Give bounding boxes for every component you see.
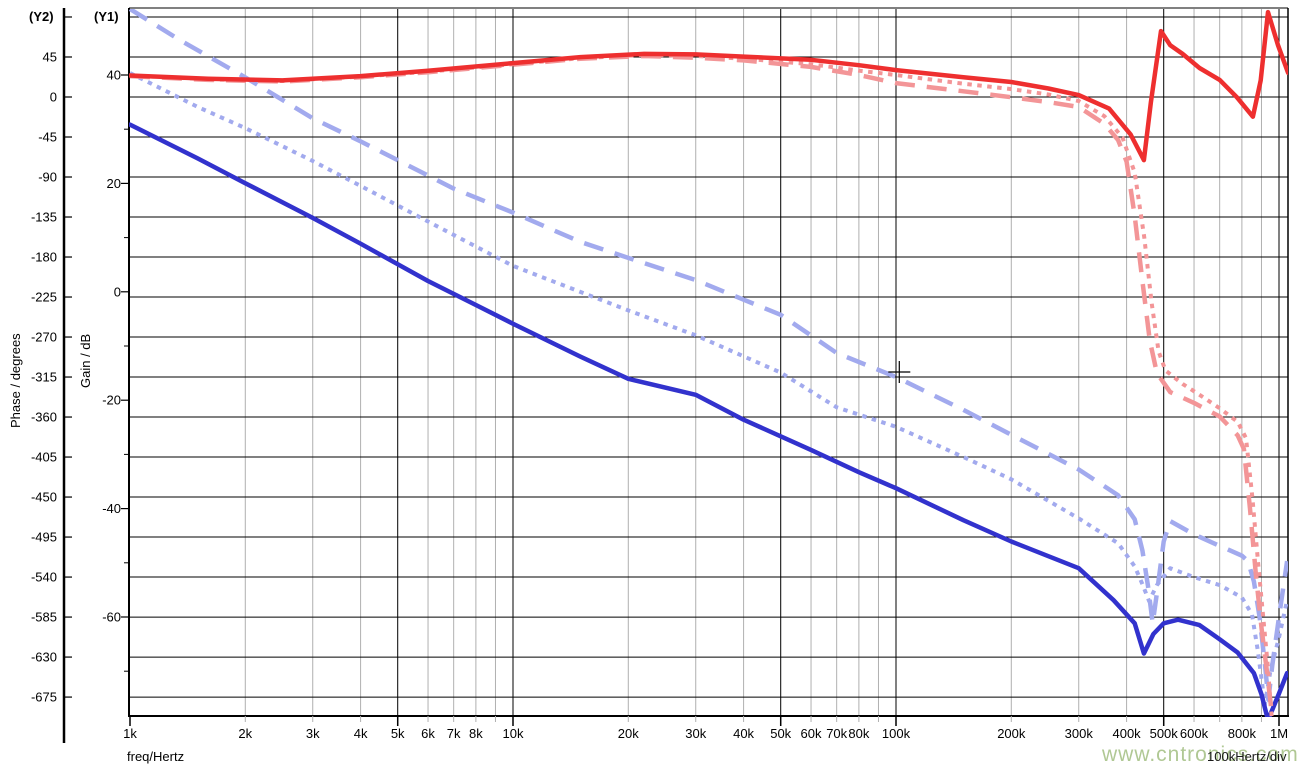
y1-tick-label: -60 (102, 610, 121, 625)
y2-tick-label: -495 (31, 530, 57, 545)
y2-tick-label: 0 (50, 90, 57, 105)
x-tick-label: 400k (1112, 726, 1141, 741)
series-gain_dotted (129, 52, 1274, 717)
y2-tick-label: -45 (38, 130, 57, 145)
series-phase_solid (129, 122, 1288, 717)
x-tick-label: 300k (1065, 726, 1094, 741)
x-tick-label: 4k (354, 726, 368, 741)
x-tick-label: 5k (391, 726, 405, 741)
y2-tick-label: -630 (31, 650, 57, 665)
x-tick-label: 70k (826, 726, 847, 741)
x-tick-label: 2k (238, 726, 252, 741)
x-tick-label: 6k (421, 726, 435, 741)
y2-tick-label: -585 (31, 610, 57, 625)
y1-tick-label: -20 (102, 393, 121, 408)
series-phase_dotted (129, 71, 1288, 708)
x-axis-title: freq/Hertz (127, 749, 185, 764)
y1-tick-label: -40 (102, 501, 121, 516)
x-tick-label: 200k (997, 726, 1026, 741)
y2-tick-label: -90 (38, 170, 57, 185)
y2-tick-label: -540 (31, 570, 57, 585)
x-tick-label: 80k (848, 726, 869, 741)
y2-axis-title: Phase / degrees (8, 333, 23, 428)
y1-tick-label: 0 (114, 284, 121, 299)
x-tick-label: 100k (882, 726, 911, 741)
x-tick-label: 50k (770, 726, 791, 741)
x-tick-label: 10k (503, 726, 524, 741)
y2-tick-label: -135 (31, 210, 57, 225)
x-tick-label: 1k (123, 726, 137, 741)
y2-tick-label: -315 (31, 370, 57, 385)
x-tick-label: 800k (1228, 726, 1257, 741)
x-tick-label: 500k (1150, 726, 1179, 741)
x-axis-per-division-label: 100kHertz/div (1207, 749, 1287, 764)
y2-tick-label: -675 (31, 690, 57, 705)
y2-tick-label: -270 (31, 330, 57, 345)
y2-tick-label: -450 (31, 490, 57, 505)
y1-axis-name: (Y1) (94, 9, 119, 24)
y2-tick-label: -405 (31, 450, 57, 465)
y2-tick-label: -180 (31, 250, 57, 265)
x-tick-label: 7k (447, 726, 461, 741)
y2-tick-label: -225 (31, 290, 57, 305)
x-tick-label: 1M (1270, 726, 1288, 741)
y2-tick-label: -360 (31, 410, 57, 425)
y1-tick-label: 20 (107, 176, 121, 191)
x-tick-label: 30k (685, 726, 706, 741)
watermark-text: www.cntronics.com (1102, 743, 1297, 766)
series-gain_solid (129, 9, 1288, 163)
y2-tick-label: 45 (43, 49, 57, 64)
curves-layer (129, 9, 1288, 717)
x-tick-label: 3k (306, 726, 320, 741)
x-tick-label: 600k (1180, 726, 1209, 741)
y1-axis-title: Gain / dB (78, 333, 93, 388)
x-tick-label: 20k (618, 726, 639, 741)
y2-axis-name: (Y2) (29, 9, 54, 24)
x-tick-label: 40k (733, 726, 754, 741)
y1-tick-label: 40 (107, 68, 121, 83)
x-tick-label: 8k (469, 726, 483, 741)
x-tick-label: 60k (801, 726, 822, 741)
series-phase_dashed (129, 9, 1288, 702)
